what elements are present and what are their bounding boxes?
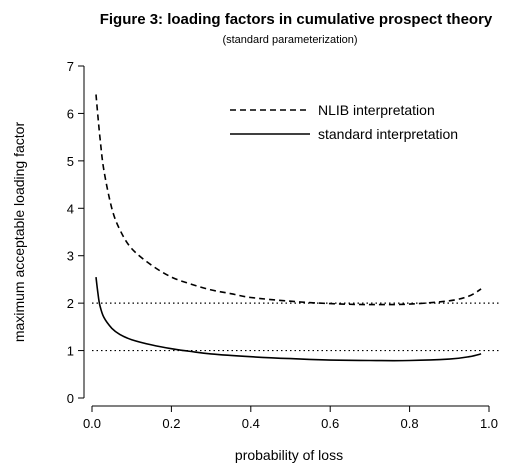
series-line-1 xyxy=(95,277,482,362)
y-tick-label: 1 xyxy=(67,344,74,359)
legend-label-1: standard interpretation xyxy=(318,126,458,142)
x-tick-label: 0.6 xyxy=(321,416,339,431)
chart-subtitle: (standard parameterization) xyxy=(222,34,357,46)
x-tick-label: 0.2 xyxy=(162,416,180,431)
x-tick-label: 1.0 xyxy=(480,416,498,431)
x-tick-label: 0.4 xyxy=(242,416,260,431)
y-tick-label: 4 xyxy=(67,201,74,216)
plot-area: 0 1 2 3 4 5 6 7 0.0 0.2 0.4 0.6 0.8 1.0 NLIB interpret… xyxy=(67,59,500,431)
series-line-0 xyxy=(95,94,482,306)
x-tick-label: 0.0 xyxy=(83,416,101,431)
y-axis-label: maximum acceptable loading factor xyxy=(11,122,27,343)
y-tick-label: 2 xyxy=(67,296,74,311)
chart-title: Figure 3: loading factors in cumulative … xyxy=(100,11,493,28)
x-tick-label: 0.8 xyxy=(401,416,419,431)
y-tick-label: 7 xyxy=(67,59,74,74)
y-tick-label: 6 xyxy=(67,106,74,121)
legend-label-0: NLIB interpretation xyxy=(318,102,435,118)
y-tick-label: 5 xyxy=(67,154,74,169)
x-axis-label: probability of loss xyxy=(235,447,343,463)
y-tick-label: 3 xyxy=(67,249,74,264)
y-tick-label: 0 xyxy=(67,391,74,406)
